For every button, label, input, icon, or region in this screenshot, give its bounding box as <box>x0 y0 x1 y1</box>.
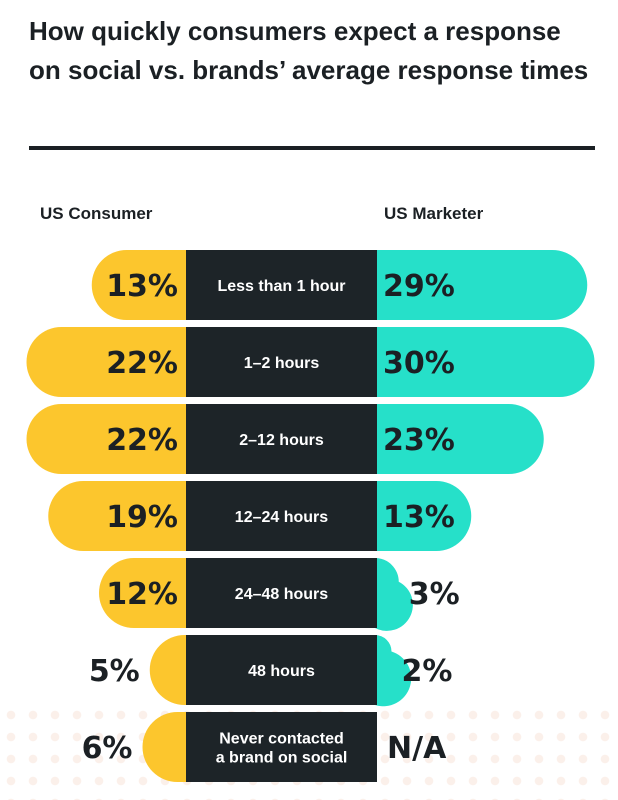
category-label: a brand on social <box>216 750 348 767</box>
marketer-value-label: 2% <box>402 654 453 689</box>
consumer-value-label: 12% <box>106 577 178 612</box>
consumer-value-label: 6% <box>82 731 133 766</box>
series-label-marketer: US Marketer <box>384 204 484 223</box>
marketer-bar <box>375 327 595 397</box>
consumer-bar <box>142 712 188 782</box>
consumer-bar <box>149 635 188 705</box>
consumer-bar <box>26 404 188 474</box>
category-block <box>186 404 377 474</box>
marketer-bar <box>375 635 412 707</box>
category-label: Less than 1 hour <box>217 278 345 295</box>
category-label: 24–48 hours <box>235 586 328 603</box>
consumer-bar <box>26 327 188 397</box>
category-block <box>186 481 377 551</box>
marketer-value-label: 13% <box>383 500 455 535</box>
consumer-bar <box>91 250 188 320</box>
marketer-bar <box>375 558 413 631</box>
marketer-value-label: N/A <box>387 731 447 766</box>
consumer-bar <box>99 558 188 628</box>
category-block <box>186 250 377 320</box>
title-divider <box>29 146 595 150</box>
marketer-bar <box>375 250 588 320</box>
category-block <box>186 635 377 705</box>
category-label: 12–24 hours <box>235 509 328 526</box>
consumer-value-label: 22% <box>106 346 178 381</box>
chart-title: How quickly consumers expect a response … <box>29 16 589 85</box>
consumer-value-label: 13% <box>106 269 178 304</box>
marketer-value-label: 30% <box>383 346 455 381</box>
marketer-value-label: 3% <box>409 577 460 612</box>
consumer-bar <box>48 481 188 551</box>
category-label: 48 hours <box>248 663 315 680</box>
marketer-value-label: 29% <box>383 269 455 304</box>
consumer-value-label: 22% <box>106 423 178 458</box>
category-label: 1–2 hours <box>244 355 320 372</box>
category-block <box>186 558 377 628</box>
category-block <box>186 327 377 397</box>
marketer-bar <box>375 404 544 474</box>
category-block <box>186 712 377 782</box>
marketer-bar <box>375 481 472 551</box>
category-label: 2–12 hours <box>239 432 324 449</box>
consumer-value-label: 5% <box>89 654 140 689</box>
series-label-consumer: US Consumer <box>40 204 153 223</box>
marketer-value-label: 23% <box>383 423 455 458</box>
consumer-value-label: 19% <box>106 500 178 535</box>
category-label: Never contacted <box>219 731 344 748</box>
